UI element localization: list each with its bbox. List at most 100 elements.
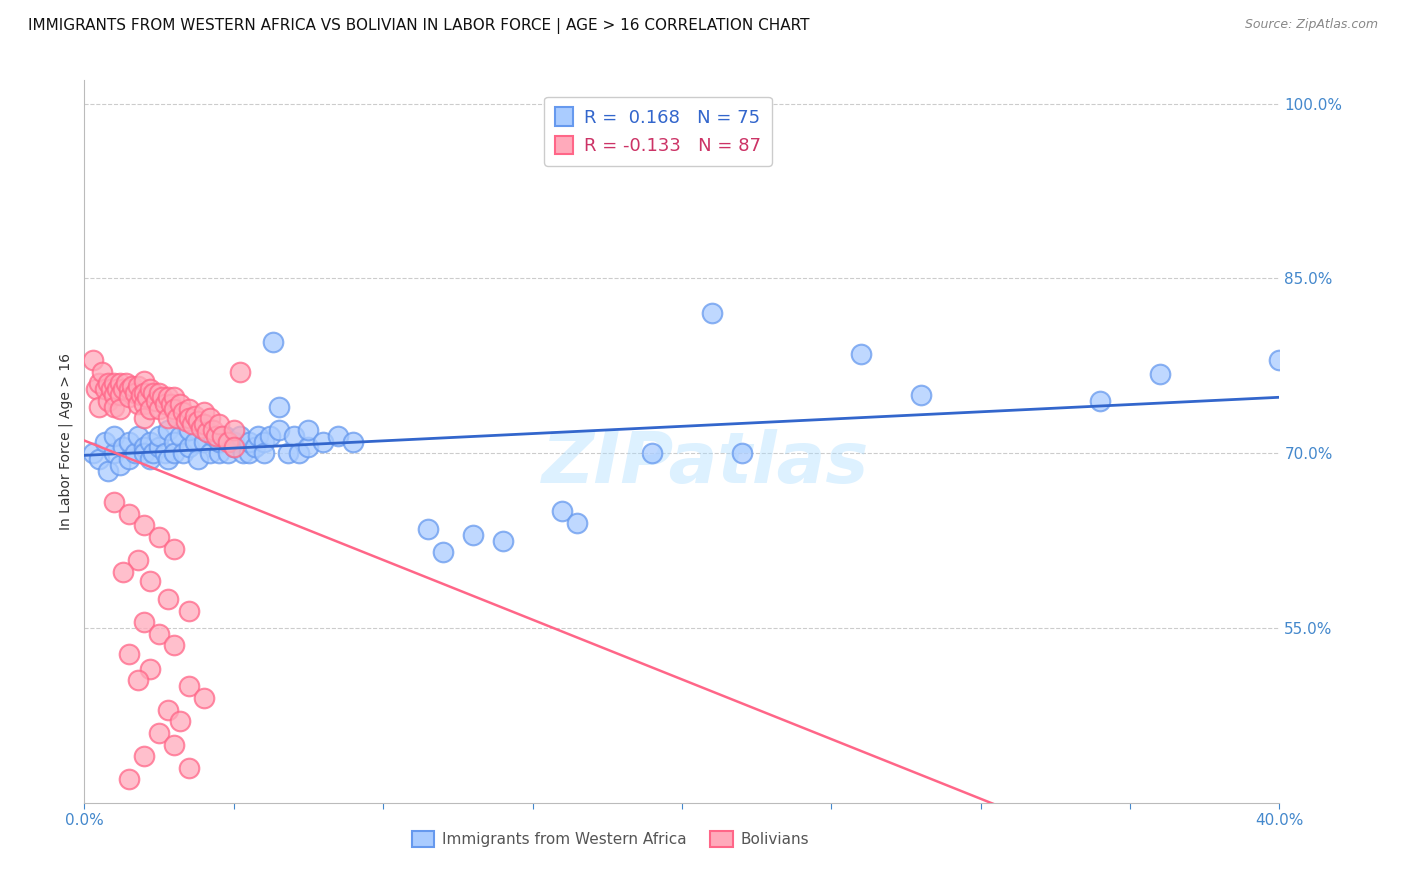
Point (217, 434, 239, 449)
Point (163, 639, 186, 653)
Point (103, 400, 125, 414)
Point (700, 306, 723, 320)
Point (267, 423, 290, 437)
Point (132, 411, 156, 425)
Point (228, 428, 252, 442)
Point (461, 528, 484, 542)
Point (177, 411, 200, 425)
Point (132, 615, 156, 630)
Point (132, 749, 156, 764)
Point (267, 400, 290, 414)
Point (187, 413, 209, 427)
Point (142, 385, 165, 400)
Point (342, 434, 364, 449)
Point (139, 382, 162, 396)
Point (238, 434, 260, 449)
Point (115, 376, 138, 391)
Point (118, 647, 141, 661)
Point (187, 452, 209, 467)
Point (157, 423, 180, 437)
Point (103, 388, 125, 402)
Point (127, 553, 149, 567)
Point (253, 446, 276, 460)
Point (193, 405, 215, 419)
Y-axis label: In Labor Force | Age > 16: In Labor Force | Age > 16 (59, 353, 73, 530)
Point (1149, 367, 1171, 381)
Point (177, 679, 200, 693)
Point (198, 446, 221, 460)
Point (110, 388, 132, 402)
Point (731, 446, 754, 460)
Point (103, 495, 125, 509)
Point (145, 393, 167, 408)
Point (118, 452, 141, 467)
Point (94, 434, 117, 449)
Point (97, 376, 120, 391)
Point (118, 382, 141, 396)
Point (112, 441, 135, 455)
Point (110, 376, 132, 391)
Point (328, 428, 350, 442)
Point (118, 434, 141, 449)
Point (153, 397, 176, 411)
Point (157, 452, 180, 467)
Point (118, 390, 141, 404)
Point (103, 376, 125, 391)
Point (177, 603, 200, 617)
Point (148, 530, 170, 544)
Point (217, 446, 239, 460)
Point (172, 405, 194, 419)
Point (129, 388, 152, 402)
Point (157, 591, 180, 606)
Point (157, 702, 180, 716)
Point (153, 446, 176, 460)
Point (157, 390, 180, 404)
Point (124, 446, 146, 460)
Text: ZIPatlas: ZIPatlas (543, 429, 869, 498)
Point (211, 428, 233, 442)
Point (567, 516, 589, 530)
Point (132, 441, 156, 455)
Point (851, 347, 873, 361)
Point (112, 382, 135, 396)
Point (89, 452, 111, 467)
Point (127, 397, 149, 411)
Point (283, 428, 305, 442)
Point (222, 434, 245, 449)
Point (163, 401, 186, 416)
Point (121, 378, 143, 392)
Legend: Immigrants from Western Africa, Bolivians: Immigrants from Western Africa, Bolivian… (405, 825, 815, 853)
Point (163, 541, 186, 556)
Point (253, 434, 276, 449)
Point (1090, 393, 1112, 408)
Point (208, 434, 231, 449)
Point (312, 434, 335, 449)
Point (177, 423, 200, 437)
Point (86, 382, 108, 396)
Point (228, 365, 252, 379)
Text: IMMIGRANTS FROM WESTERN AFRICA VS BOLIVIAN IN LABOR FORCE | AGE > 16 CORRELATION: IMMIGRANTS FROM WESTERN AFRICA VS BOLIVI… (28, 18, 810, 34)
Point (181, 417, 204, 431)
Point (492, 533, 515, 548)
Point (139, 662, 162, 676)
Point (97, 393, 120, 408)
Point (193, 690, 215, 705)
Point (148, 385, 170, 400)
Point (190, 420, 212, 434)
Point (82, 446, 104, 460)
Point (208, 446, 231, 460)
Point (277, 446, 299, 460)
Point (193, 417, 215, 431)
Point (132, 385, 156, 400)
Point (262, 335, 284, 350)
Point (432, 545, 454, 559)
Point (148, 726, 170, 740)
Point (169, 397, 191, 411)
Point (177, 401, 200, 416)
Point (163, 738, 186, 752)
Point (163, 390, 186, 404)
Point (297, 441, 319, 455)
Point (150, 390, 173, 404)
Point (148, 428, 170, 442)
Point (232, 446, 254, 460)
